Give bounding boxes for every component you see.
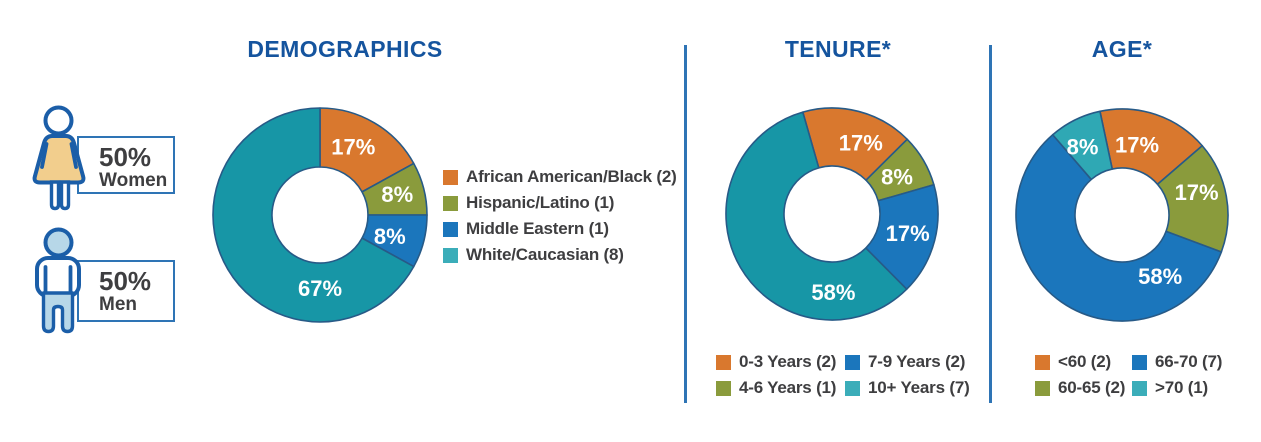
legend-column: 0-3 Years (2) 4-6 Years (1) xyxy=(716,352,845,404)
gender-icons xyxy=(32,105,86,334)
men-percent: 50% xyxy=(99,266,152,296)
donut-slice xyxy=(1015,133,1223,322)
legend-swatch xyxy=(716,354,731,370)
legend-item: <60 (2) xyxy=(1035,352,1132,372)
legend-item: 7-9 Years (2) xyxy=(845,352,970,372)
slice-percent-label: 67% xyxy=(298,276,342,301)
legend-swatch xyxy=(716,380,731,396)
donut-slice xyxy=(865,183,939,291)
donut-slice xyxy=(725,111,908,321)
donut-slice xyxy=(1099,108,1204,186)
section-divider xyxy=(989,45,992,403)
legend-item: 0-3 Years (2) xyxy=(716,352,845,372)
legend-label: 0-3 Years (2) xyxy=(739,352,837,371)
legend-item: African American/Black (2) xyxy=(443,167,677,187)
men-stat-box: 50% Men xyxy=(77,260,175,322)
legend-label: 4-6 Years (1) xyxy=(739,378,837,397)
women-stat-box: 50% Women xyxy=(77,136,175,194)
tenure-donut-chart: 17% 8% 17% 58% xyxy=(725,107,939,321)
legend-swatch xyxy=(1132,354,1147,370)
tenure-title: TENURE* xyxy=(784,36,892,62)
legend-label: African American/Black (2) xyxy=(466,167,677,186)
legend-swatch xyxy=(1035,380,1050,396)
women-percent: 50% xyxy=(99,142,152,172)
age-legend: <60 (2) 60-65 (2) 66-70 (7) >70 (1) xyxy=(1035,352,1222,404)
legend-label: <60 (2) xyxy=(1058,352,1111,371)
section-divider xyxy=(684,45,687,403)
legend-label: Hispanic/Latino (1) xyxy=(466,193,615,212)
donut-slice xyxy=(319,107,415,193)
legend-item: 66-70 (7) xyxy=(1132,352,1222,372)
legend-item: Middle Eastern (1) xyxy=(443,219,677,239)
slice-percent-label: 17% xyxy=(1175,180,1219,205)
legend-swatch xyxy=(443,221,458,237)
slice-percent-label: 58% xyxy=(811,280,855,305)
legend-label: 10+ Years (7) xyxy=(868,378,970,397)
slice-percent-label: 17% xyxy=(1115,133,1159,158)
age-donut-chart: 17% 17% 58% 8% xyxy=(1015,108,1229,322)
legend-label: Middle Eastern (1) xyxy=(466,219,609,238)
legend-column: <60 (2) 60-65 (2) xyxy=(1035,352,1132,404)
women-label: Women xyxy=(99,170,168,192)
slice-percent-label: 17% xyxy=(839,131,883,156)
slice-percent-label: 8% xyxy=(881,164,913,189)
slice-percent-label: 8% xyxy=(381,182,413,207)
donut-slice xyxy=(1156,144,1229,253)
legend-item: 10+ Years (7) xyxy=(845,378,970,398)
legend-swatch xyxy=(443,195,458,211)
legend-column: 66-70 (7) >70 (1) xyxy=(1132,352,1222,404)
woman-icon xyxy=(32,105,86,211)
demographics-legend: African American/Black (2) Hispanic/Latin… xyxy=(443,167,677,271)
legend-swatch xyxy=(845,354,860,370)
men-label: Men xyxy=(99,294,137,316)
donut-slice xyxy=(1051,110,1114,181)
legend-column: 7-9 Years (2) 10+ Years (7) xyxy=(845,352,970,404)
legend-label: 66-70 (7) xyxy=(1155,352,1223,371)
age-title: AGE* xyxy=(1091,36,1153,62)
legend-label: White/Caucasian (8) xyxy=(466,245,624,264)
donut-slice xyxy=(801,107,909,181)
demographics-donut-chart: 17%8%8%67% xyxy=(212,107,428,323)
legend-item: White/Caucasian (8) xyxy=(443,245,677,265)
demographics-title: DEMOGRAPHICS xyxy=(247,36,443,62)
legend-item: Hispanic/Latino (1) xyxy=(443,193,677,213)
legend-swatch xyxy=(443,247,458,263)
legend-swatch xyxy=(1132,380,1147,396)
legend-item: 4-6 Years (1) xyxy=(716,378,845,398)
slice-percent-label: 8% xyxy=(1067,135,1099,160)
legend-swatch xyxy=(1035,354,1050,370)
slice-percent-label: 17% xyxy=(331,135,375,160)
legend-item: >70 (1) xyxy=(1132,378,1222,398)
slice-percent-label: 58% xyxy=(1138,264,1182,289)
legend-label: 7-9 Years (2) xyxy=(868,352,966,371)
legend-item: 60-65 (2) xyxy=(1035,378,1132,398)
legend-swatch xyxy=(443,169,458,185)
tenure-legend: 0-3 Years (2) 4-6 Years (1) 7-9 Years (2) 1… xyxy=(716,352,970,404)
slice-percent-label: 17% xyxy=(886,221,930,246)
legend-label: 60-65 (2) xyxy=(1058,378,1126,397)
legend-label: >70 (1) xyxy=(1155,378,1208,397)
slice-percent-label: 8% xyxy=(374,224,406,249)
legend-swatch xyxy=(845,380,860,396)
man-icon xyxy=(35,227,81,334)
donut-slice xyxy=(212,107,415,323)
